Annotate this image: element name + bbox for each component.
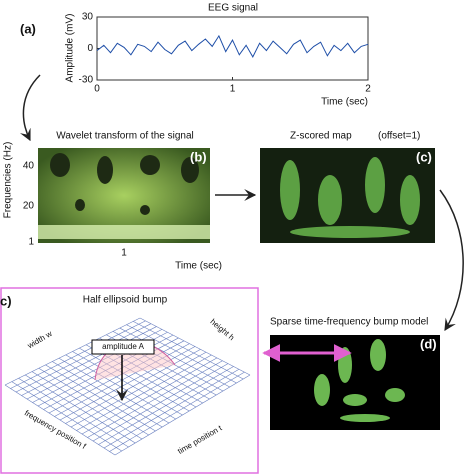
y-tick-label: -30 — [79, 75, 94, 86]
panel-label: (c) — [416, 149, 432, 164]
inset-frame — [0, 287, 259, 474]
y-tick-label: 40 — [23, 161, 35, 172]
mesh-line — [92, 363, 229, 442]
panel-title: Z-scored map — [290, 131, 352, 142]
mesh-line — [114, 374, 251, 456]
x-axis-label: Time (sec) — [175, 261, 222, 272]
x-tick-label: 2 — [365, 84, 371, 95]
y-tick-label: 1 — [28, 237, 34, 248]
x-tick-label: 1 — [230, 84, 236, 95]
label-box — [91, 339, 155, 355]
x-tick-label: 1 — [121, 248, 127, 259]
annotation: amplitude A — [102, 342, 144, 351]
zscore-blobs — [280, 157, 420, 238]
arrow — [19, 74, 41, 142]
mesh-line — [119, 327, 230, 388]
eeg-line — [96, 34, 369, 58]
x-tick-label: 0 — [94, 84, 100, 95]
mesh-line — [87, 360, 223, 438]
annotation: width w — [25, 329, 54, 351]
mesh-line — [139, 317, 251, 376]
y-tick-label: 30 — [82, 12, 94, 23]
panel-label: (b) — [190, 149, 207, 164]
mesh-line — [126, 324, 237, 384]
panel-note: (offset=1) — [378, 131, 420, 142]
wavelet-band — [38, 225, 210, 239]
mesh-line — [59, 346, 196, 421]
mesh-line — [76, 354, 212, 431]
mesh-line — [133, 321, 244, 380]
y-axis-label: Frequencies (Hz) — [3, 142, 14, 219]
mesh-line — [70, 351, 207, 428]
y-tick-label: 20 — [23, 201, 35, 212]
mesh-line — [98, 366, 234, 445]
mesh-line — [103, 369, 240, 449]
mesh-line — [81, 357, 218, 435]
annotation: frequency position f — [23, 408, 88, 451]
mesh-line — [79, 347, 190, 412]
annotation: time position t — [176, 423, 224, 456]
panel-label: (d) — [420, 336, 437, 351]
panel-title: Wavelet transform of the signal — [56, 131, 193, 142]
mesh-line — [65, 349, 201, 424]
panel-label: (a) — [20, 21, 36, 36]
chart-title: EEG signal — [208, 3, 258, 14]
y-tick-label: 0 — [87, 43, 93, 54]
y-axis-label: Amplitude (mV) — [65, 14, 76, 83]
plot-frame — [96, 16, 369, 81]
arrow — [439, 189, 464, 332]
x-axis-label: Time (sec) — [321, 97, 368, 108]
annotation: height h — [208, 317, 236, 342]
panel-label: c) — [0, 293, 12, 308]
panel-title: Sparse time-frequency bump model — [270, 317, 428, 328]
wavelet-spots — [50, 153, 199, 215]
panel-title: Half ellipsoid bump — [83, 295, 168, 306]
mesh-line — [109, 371, 245, 452]
